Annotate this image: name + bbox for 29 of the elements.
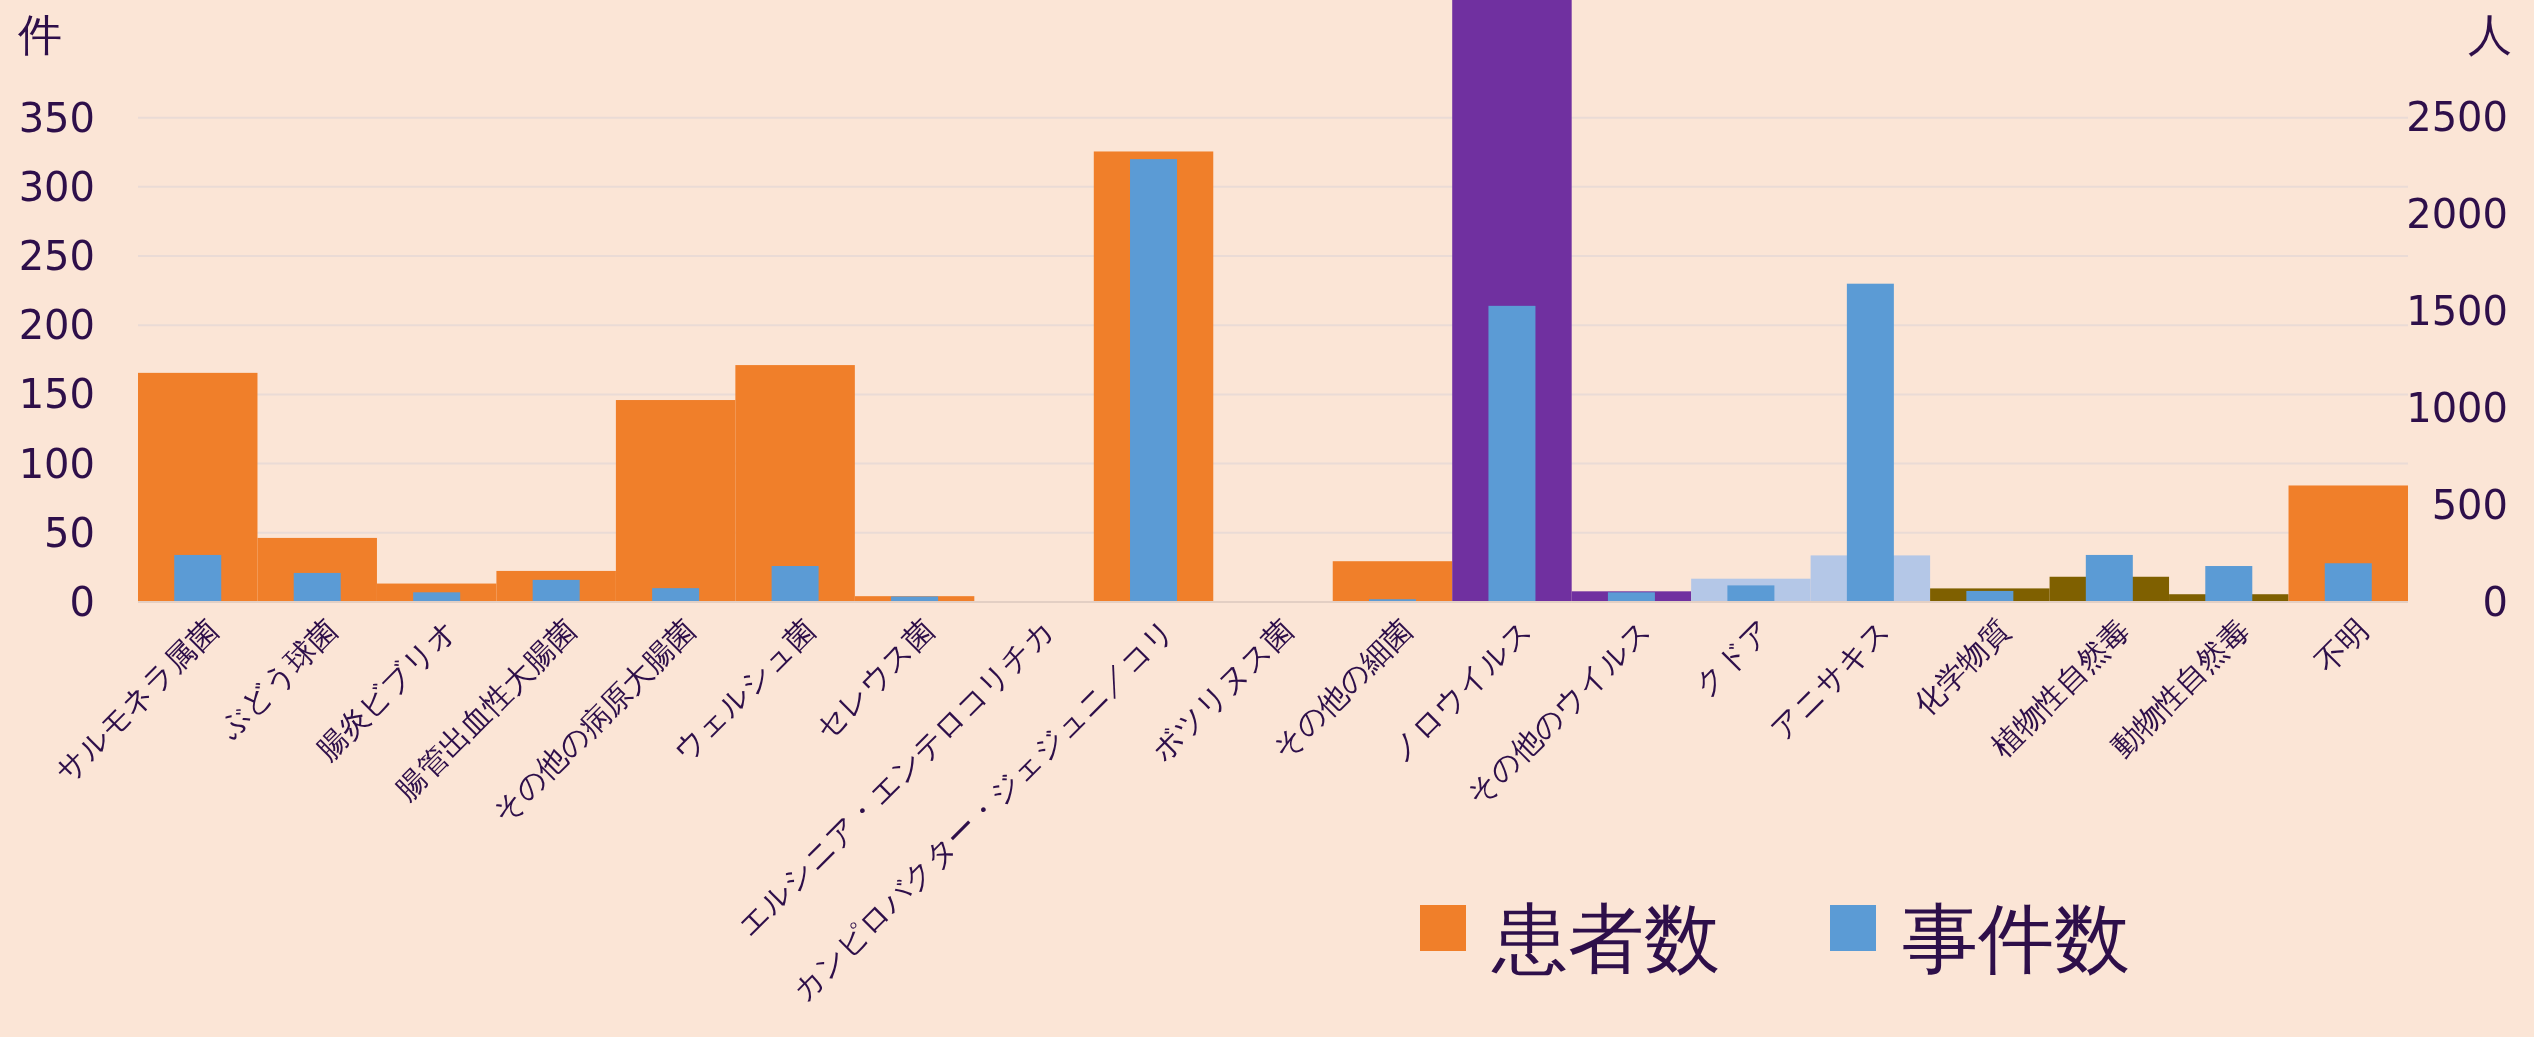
y2-tick-label: 0 [2482,579,2508,625]
y-tick-label: 250 [18,233,95,280]
x-tick-label: 不明 [2308,612,2376,680]
legend-label: 患者数 [1491,894,1720,983]
bar [771,566,819,602]
bar [293,572,341,602]
y2-tick-label: 1000 [2406,384,2508,431]
bar [1727,585,1775,602]
bar [1488,305,1536,602]
bar [652,588,700,602]
y2-axis-title: 人 [2468,9,2512,60]
y-tick-label: 350 [18,94,95,141]
y2-tick-label: 500 [2431,481,2508,528]
y-tick-label: 100 [18,440,95,487]
bar [1332,561,1453,602]
y-tick-label: 150 [18,371,95,418]
y2-tick-label: 2000 [2406,190,2508,237]
bar [532,579,580,602]
bar [2324,563,2372,602]
y-tick-label: 50 [44,509,95,556]
y-axis-title: 件 [18,9,62,60]
y-tick-label: 0 [69,579,95,625]
legend-label: 事件数 [1902,894,2130,983]
y-tick-label: 200 [18,302,95,349]
y2-tick-label: 2500 [2406,93,2508,140]
bar [174,554,222,602]
y2-tick-label: 1500 [2406,287,2508,334]
y-tick-label: 300 [18,163,95,210]
bar [413,592,461,602]
